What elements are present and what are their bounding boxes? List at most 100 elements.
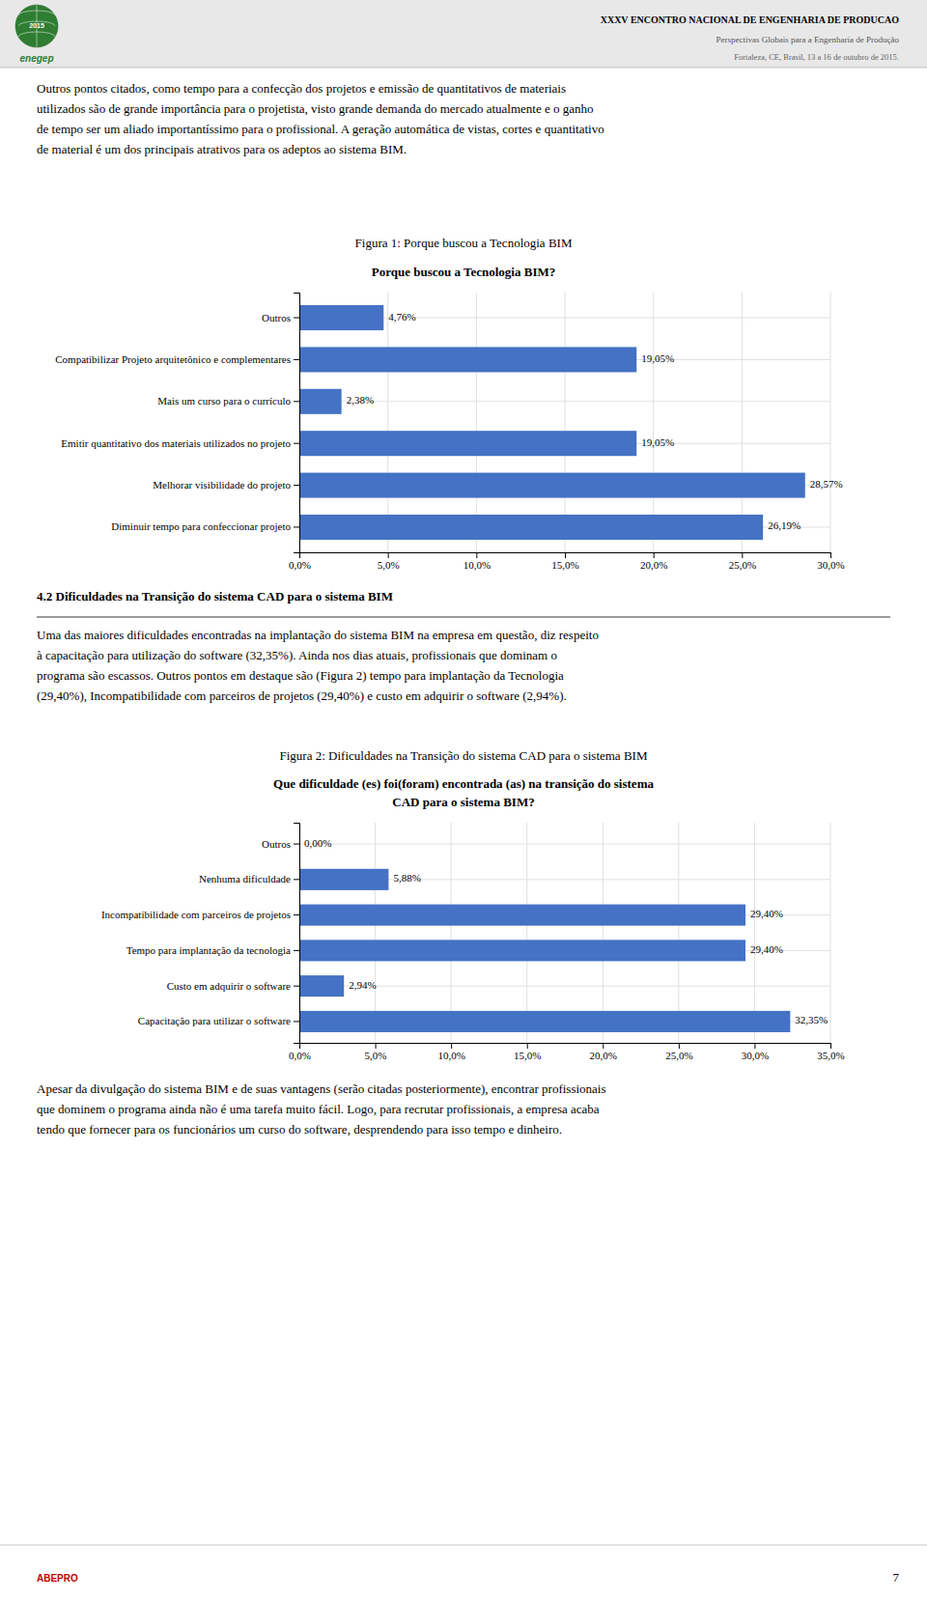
y-axis-line — [293, 823, 301, 1044]
x-tick-mark — [754, 1042, 756, 1049]
footer: ABEPRO7 — [0, 1545, 927, 1585]
data-label: 2,38% — [346, 393, 374, 406]
y-tick: Compatibilizar Projeto arquitetônico e c… — [55, 353, 300, 366]
y-tick-label: Nenhuma dificuldade — [198, 872, 291, 885]
y-tick-mark — [293, 843, 300, 845]
grid-line-x — [830, 822, 832, 1043]
x-tick-mark — [741, 552, 743, 559]
x-tick-label: 5,0% — [365, 1049, 388, 1062]
section-rule — [36, 617, 891, 618]
bar — [299, 904, 746, 927]
paragraph-line: Uma das maiores dificuldades encontradas… — [36, 627, 599, 643]
bars — [299, 305, 806, 540]
x-tick-label: 5,0% — [377, 559, 400, 571]
y-tick-mark — [293, 985, 300, 987]
y-tick-mark — [293, 317, 300, 319]
grid-line-x — [754, 822, 756, 1043]
figure-caption: Figura 1: Porque buscou a Tecnologia BIM — [355, 235, 573, 251]
header-title: XXXV ENCONTRO NACIONAL DE ENGENHARIA DE … — [600, 14, 900, 26]
paragraph-line: à capacitação para utilização do softwar… — [36, 647, 558, 663]
x-tick-mark — [450, 1042, 452, 1049]
y-tick: Capacitação para utilizar o software — [138, 1014, 300, 1027]
y-tick: Melhorar visibilidade do projeto — [152, 478, 300, 491]
y-axis: OutrosNenhuma dificuldadeIncompatibilida… — [101, 823, 301, 1044]
y-tick-label: Outros — [261, 311, 291, 324]
y-tick: Nenhuma dificuldade — [198, 872, 300, 885]
paragraph-line: tendo que fornecer para os funcionários … — [36, 1122, 562, 1137]
bar — [299, 305, 384, 331]
paragraph-line: que dominem o programa ainda não é uma t… — [36, 1101, 600, 1117]
x-tick: 25,0% — [729, 552, 757, 571]
x-tick-mark — [678, 1042, 680, 1049]
y-tick-label: Diminuir tempo para confeccionar projeto — [111, 520, 291, 533]
data-label: 2,94% — [348, 979, 376, 991]
y-tick-mark — [293, 400, 300, 402]
paragraph-line: de material é um dos principais atrativo… — [36, 141, 407, 157]
data-label: 29,40% — [750, 907, 784, 920]
x-tick: 15,0% — [513, 1042, 541, 1062]
paragraph-line: Outros pontos citados, como tempo para a… — [36, 81, 566, 96]
data-label: 0,00% — [304, 837, 332, 849]
bar — [299, 514, 763, 540]
data-label: 26,19% — [767, 519, 801, 532]
y-tick: Tempo para implantação da tecnologia — [126, 944, 300, 956]
y-tick-mark — [293, 914, 300, 916]
x-tick: 30,0% — [741, 1042, 769, 1062]
data-label: 4,76% — [388, 310, 416, 323]
figure-caption: Figura 2: Dificuldades na Transição do s… — [280, 748, 648, 763]
x-axis: 0,0%5,0%10,0%15,0%20,0%25,0%30,0%35,0% — [288, 1042, 845, 1062]
x-tick-mark — [564, 552, 566, 559]
bar — [299, 939, 746, 961]
paragraph-line: (29,40%), Incompatibilidade com parceiro… — [36, 688, 567, 703]
data-label: 19,05% — [641, 436, 675, 449]
grid-line-y — [299, 843, 831, 845]
header-rule — [0, 67, 927, 69]
bar — [299, 346, 637, 372]
paragraph-line: de tempo ser um aliado importantíssimo p… — [36, 121, 605, 137]
x-tick-mark — [527, 1042, 529, 1049]
y-tick-label: Outros — [261, 838, 291, 850]
x-tick-label: 35,0% — [816, 1049, 844, 1062]
x-tick: 25,0% — [665, 1042, 693, 1062]
y-tick-mark — [293, 359, 300, 361]
y-tick-label: Melhorar visibilidade do projeto — [152, 478, 291, 491]
x-tick: 0,0% — [288, 552, 311, 571]
bar — [299, 430, 637, 456]
plot: 4,76%19,05%2,38%19,05%28,57%26,19%0,0%5,… — [55, 292, 844, 571]
bar — [299, 473, 806, 499]
x-tick-label: 10,0% — [463, 559, 491, 571]
grid — [299, 292, 831, 553]
grid-line-x — [652, 292, 654, 553]
chart-title: CAD para o sistema BIM? — [392, 794, 534, 810]
x-tick-label: 0,0% — [288, 559, 311, 571]
x-axis-line — [300, 553, 832, 560]
y-tick-mark — [293, 878, 300, 880]
y-tick-label: Emitir quantitativo dos materiais utiliz… — [60, 437, 291, 450]
x-tick-label: 20,0% — [589, 1049, 618, 1062]
y-axis-line — [293, 293, 301, 554]
page-background — [0, 0, 927, 1600]
y-tick-mark — [293, 950, 300, 952]
data-label: 19,05% — [641, 352, 675, 365]
section-title: 4.2 Dificuldades na Transição do sistema… — [36, 589, 394, 604]
paragraph-line: Apesar da divulgação do sistema BIM e de… — [36, 1081, 607, 1096]
y-tick: Mais um curso para o currículo — [157, 394, 300, 407]
x-tick-label: 30,0% — [816, 559, 844, 571]
x-tick: 5,0% — [365, 1042, 388, 1062]
y-axis: Outros Compatibilizar Projeto arquitetôni… — [55, 293, 300, 554]
y-tick-label: Tempo para implantação da tecnologia — [126, 944, 291, 956]
x-tick: 0,0% — [288, 1042, 311, 1062]
y-tick: Outros — [261, 838, 300, 850]
y-tick-label: Mais um curso para o currículo — [157, 394, 291, 407]
x-tick-mark — [476, 552, 478, 559]
bar — [299, 1011, 790, 1033]
x-tick-label: 20,0% — [640, 559, 668, 571]
data-labels: 4,76%19,05%2,38%19,05%28,57%26,19% — [346, 310, 843, 533]
grid-line-x — [677, 822, 679, 1043]
x-tick-label: 15,0% — [513, 1049, 541, 1062]
x-tick-label: 0,0% — [288, 1049, 311, 1062]
bar — [299, 869, 389, 891]
paragraph: Uma das maiores dificuldades encontradas… — [36, 627, 599, 703]
paragraph-line: utilizados são de grande importância par… — [36, 101, 594, 116]
logo-name: enegep — [19, 53, 54, 64]
